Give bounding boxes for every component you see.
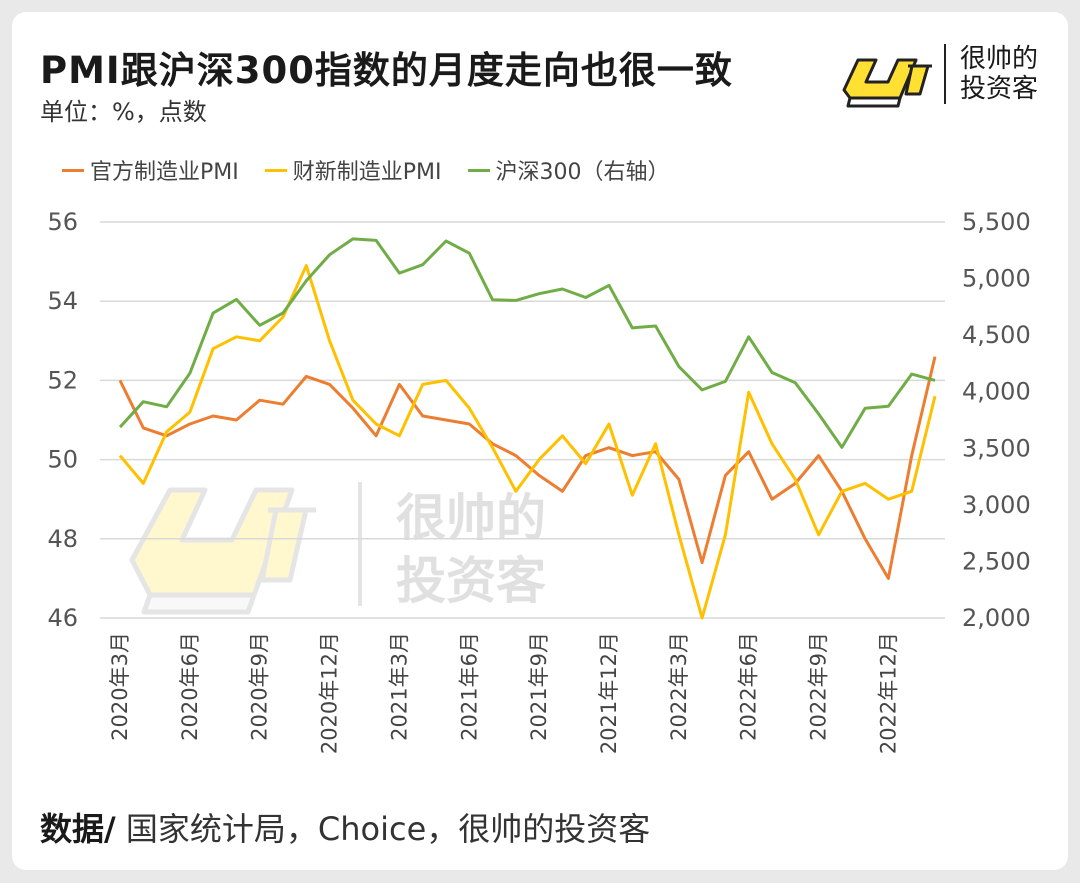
brand-logo-icon — [842, 58, 932, 108]
series-lines — [118, 237, 937, 620]
left-tick-label: 54 — [47, 287, 78, 315]
right-tick-label: 3,000 — [962, 491, 1031, 519]
legend-swatch-official — [62, 168, 84, 172]
right-tick-label: 3,500 — [962, 434, 1031, 462]
source-note: 数据/ 国家统计局，Choice，很帅的投资客 — [40, 804, 650, 850]
x-tick-label: 2021年3月 — [387, 632, 411, 741]
right-tick-label: 4,500 — [962, 321, 1031, 349]
x-tick-label: 2020年6月 — [178, 632, 202, 741]
x-tick-label: 2021年12月 — [597, 632, 621, 754]
legend-item-official-pmi: 官方制造业PMI — [62, 154, 239, 186]
chart-legend: 官方制造业PMI 财新制造业PMI 沪深300（右轴） — [62, 154, 670, 186]
left-tick-label: 52 — [47, 366, 78, 394]
x-tick-label: 2020年9月 — [248, 632, 272, 741]
chart-card — [12, 12, 1068, 870]
series-line-official — [118, 356, 937, 580]
x-tick-label: 2022年3月 — [667, 632, 691, 741]
legend-swatch-hs300 — [467, 168, 490, 172]
left-tick-label: 50 — [47, 446, 78, 474]
legend-label-official: 官方制造业PMI — [90, 160, 239, 185]
series-line-caixin — [118, 264, 937, 620]
chart-title: PMI跟沪深300指数的月度走向也很一致 — [40, 49, 733, 92]
chart-grid — [100, 221, 945, 619]
source-label: 数据/ — [40, 810, 116, 848]
right-tick-label: 4,000 — [962, 378, 1031, 406]
x-tick-label: 2021年6月 — [457, 632, 481, 741]
x-tick-label: 2020年3月 — [108, 632, 132, 741]
legend-label-hs300: 沪深300（右轴） — [495, 160, 670, 185]
left-tick-label: 56 — [47, 208, 78, 236]
source-text: 国家统计局，Choice，很帅的投资客 — [115, 810, 651, 848]
right-axis: 2,000 2,500 3,000 3,500 4,000 4,500 5,000 5,500 — [962, 208, 1031, 632]
watermark-line1: 很帅的 — [396, 489, 546, 547]
x-tick-label: 2022年6月 — [737, 632, 761, 741]
legend-item-caixin-pmi: 财新制造业PMI — [264, 154, 442, 186]
legend-label-caixin: 财新制造业PMI — [292, 160, 442, 185]
left-axis: 46 48 50 52 54 56 — [47, 208, 78, 632]
x-axis: 2020年3月 2020年6月 2020年9月 2020年12月 2021年3月 2021… — [108, 632, 900, 754]
chart-subtitle: 单位：%，点数 — [40, 98, 207, 126]
watermark-line2: 投资客 — [396, 552, 546, 610]
legend-item-hs300: 沪深300（右轴） — [467, 154, 670, 186]
x-tick-label: 2020年12月 — [318, 632, 342, 754]
left-tick-label: 48 — [47, 525, 78, 553]
left-tick-label: 46 — [47, 604, 78, 632]
x-tick-label: 2022年12月 — [876, 632, 900, 754]
legend-swatch-caixin — [264, 168, 287, 172]
right-tick-label: 5,500 — [962, 208, 1031, 236]
watermark-logo-icon — [129, 487, 316, 615]
series-line-hs300 — [118, 237, 936, 449]
right-tick-label: 2,000 — [962, 604, 1031, 632]
brand-name: 很帅的 投资客 — [960, 44, 1038, 104]
brand-name-line2: 投资客 — [960, 74, 1039, 104]
brand-divider — [944, 44, 946, 104]
brand-name-line1: 很帅的 — [960, 44, 1039, 74]
x-tick-label: 2021年9月 — [527, 632, 551, 741]
right-tick-label: 2,500 — [962, 547, 1031, 575]
watermark: 很帅的 投资客 — [129, 482, 546, 615]
right-tick-label: 5,000 — [962, 265, 1031, 293]
x-tick-label: 2022年9月 — [807, 632, 831, 741]
